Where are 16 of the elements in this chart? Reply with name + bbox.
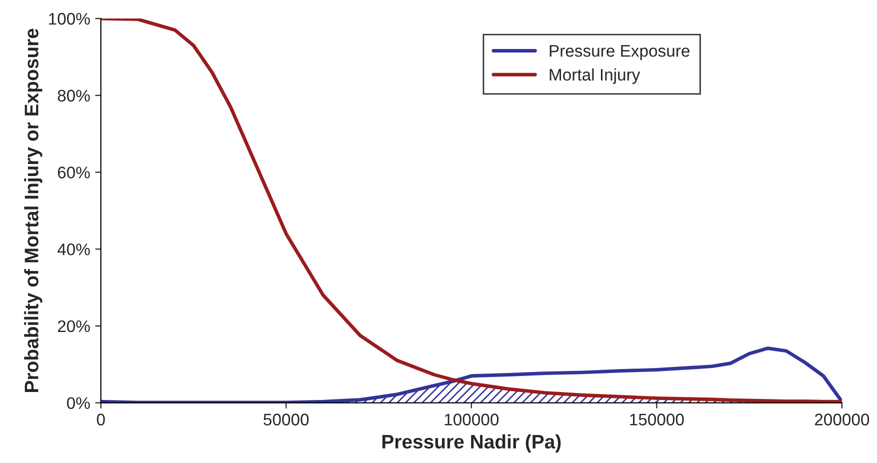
y-tick-label: 40% — [57, 243, 90, 256]
y-tick-label: 80% — [58, 90, 90, 102]
legend-label: Pressure Exposure — [550, 45, 690, 60]
x-tick-label: 200000 — [814, 414, 870, 426]
x-tick-label: 100000 — [444, 414, 499, 426]
legend-label: Mortal Injury — [550, 68, 640, 84]
y-tick-label: 100% — [49, 12, 90, 25]
line-series — [100, 18, 842, 403]
y-tick-label: 20% — [58, 320, 90, 332]
x-tick-label: 50000 — [264, 414, 309, 426]
x-axis-title: Pressure Nadir (Pa) — [382, 434, 561, 452]
y-tick-label: 0% — [67, 397, 90, 410]
y-axis-title: Probability of Mortal Injury or Exposure — [24, 28, 42, 392]
y-tick-label: 60% — [58, 166, 90, 178]
x-tick-label: 150000 — [630, 414, 684, 426]
x-tick-label: 0 — [96, 414, 105, 426]
